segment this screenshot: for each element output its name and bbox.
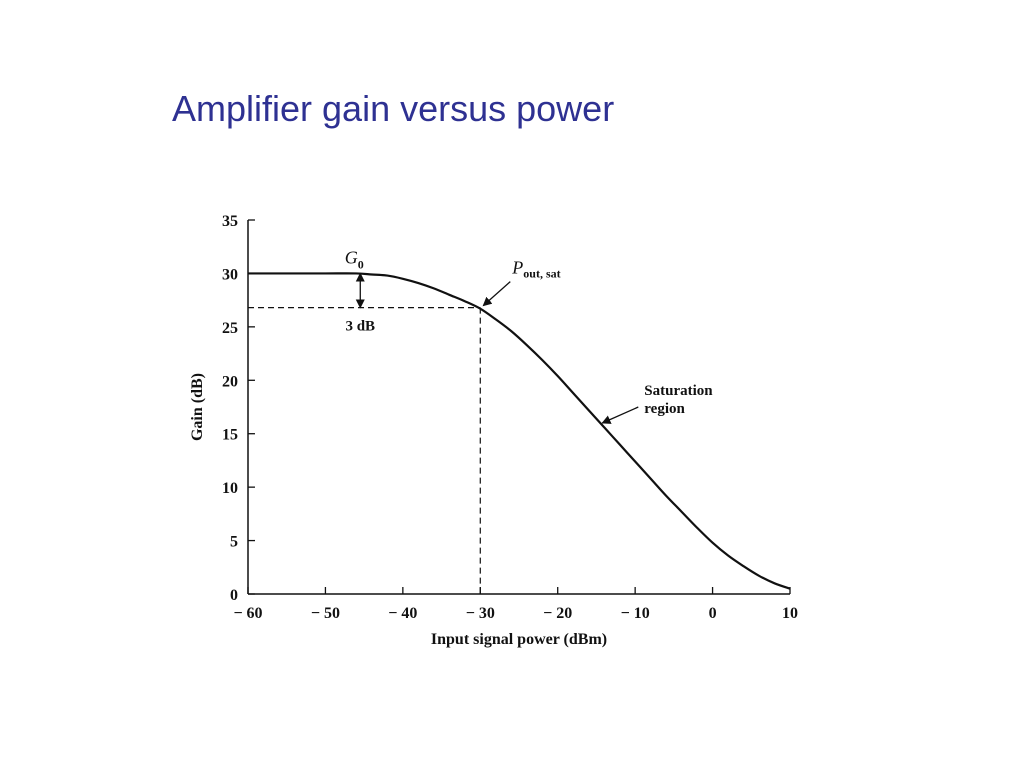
psat-label: Pout, sat	[511, 258, 560, 281]
y-tick-label: 0	[230, 587, 238, 604]
x-tick-label: 10	[782, 605, 798, 622]
gain-curve	[248, 272, 791, 590]
g0-label: G0	[345, 247, 364, 271]
guide-lines	[248, 307, 481, 594]
psat-subscript: out, sat	[523, 267, 560, 281]
x-tick-label: − 50	[311, 605, 340, 622]
y-tick-label: 30	[222, 266, 238, 283]
y-tick-label: 35	[222, 213, 238, 230]
psat-arrow	[482, 281, 511, 307]
annotations: 3 dB G0 Pout, sat Saturation region	[345, 247, 713, 424]
psat-main: P	[511, 258, 523, 278]
y-tick-label: 25	[222, 320, 238, 337]
y-tick-label: 10	[222, 480, 238, 497]
g0-main: G	[345, 247, 358, 267]
slide-title: Amplifier gain versus power	[172, 88, 615, 129]
x-axis-title: Input signal power (dBm)	[431, 631, 607, 648]
y-tick-label: 15	[222, 427, 238, 444]
x-ticks: − 60 − 50 − 40 − 30 − 20 − 10 0 10	[233, 587, 798, 622]
saturation-label-line1: Saturation	[644, 383, 713, 399]
x-tick-label: 0	[709, 605, 717, 622]
x-tick-label: − 60	[233, 605, 262, 622]
y-tick-label: 5	[230, 534, 238, 551]
x-tick-label: − 30	[466, 605, 495, 622]
x-tick-label: − 10	[621, 605, 650, 622]
g0-subscript: 0	[358, 257, 364, 271]
axes	[247, 220, 790, 595]
saturation-label-line2: region	[644, 401, 685, 417]
x-tick-label: − 20	[543, 605, 572, 622]
3db-label: 3 dB	[345, 319, 375, 335]
x-tick-label: − 40	[388, 605, 417, 622]
y-axis-title: Gain (dB)	[189, 373, 206, 441]
y-ticks: 0 5 10 15 20 25 30 35	[222, 213, 255, 604]
y-tick-label: 20	[222, 373, 238, 390]
saturation-arrow	[601, 406, 639, 424]
